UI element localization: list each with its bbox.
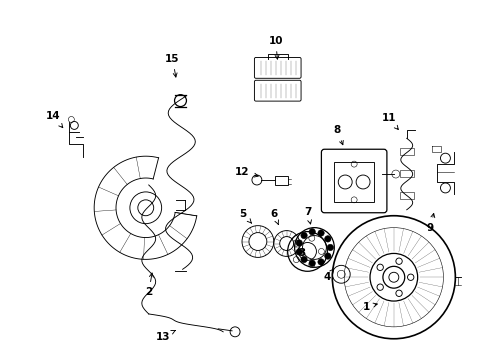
Text: 13: 13 <box>155 330 175 342</box>
Circle shape <box>326 244 333 251</box>
Text: 7: 7 <box>303 207 311 224</box>
Bar <box>399 170 413 177</box>
Text: 12: 12 <box>234 167 258 177</box>
Circle shape <box>295 249 302 255</box>
Bar <box>399 192 413 199</box>
Text: 3: 3 <box>297 248 305 258</box>
Circle shape <box>308 229 315 235</box>
Circle shape <box>308 260 315 266</box>
Circle shape <box>317 259 324 265</box>
Circle shape <box>324 253 330 259</box>
Text: 10: 10 <box>268 36 283 59</box>
Circle shape <box>324 236 330 242</box>
Bar <box>399 148 413 155</box>
Circle shape <box>317 230 324 236</box>
Circle shape <box>300 232 306 239</box>
Circle shape <box>295 240 302 246</box>
Text: 2: 2 <box>145 273 153 297</box>
Text: 6: 6 <box>269 209 278 224</box>
Text: 14: 14 <box>46 112 62 128</box>
Text: 5: 5 <box>239 209 251 223</box>
Bar <box>274 176 287 185</box>
Text: 11: 11 <box>381 113 398 130</box>
Text: 1: 1 <box>362 302 377 312</box>
Text: 15: 15 <box>165 54 180 77</box>
Circle shape <box>300 256 306 263</box>
Text: 4: 4 <box>323 269 333 282</box>
Text: 9: 9 <box>426 213 434 233</box>
Text: 8: 8 <box>333 125 343 145</box>
Bar <box>334 162 373 202</box>
